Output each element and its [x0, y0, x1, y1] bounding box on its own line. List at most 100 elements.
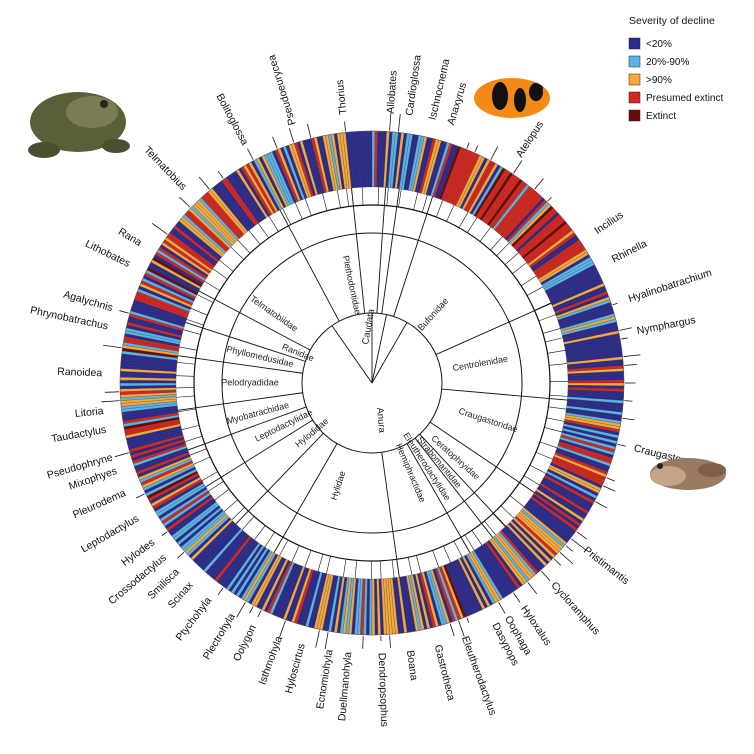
tree-tip [178, 408, 196, 412]
outer-tick [257, 610, 262, 618]
outer-tick [114, 452, 129, 458]
tree-tip [193, 456, 211, 465]
tree-tip [183, 329, 201, 335]
tree-tip [212, 268, 228, 280]
outer-tick [606, 477, 615, 482]
tree-tip [184, 435, 203, 442]
tree-branch [198, 290, 311, 351]
tree-branch [205, 419, 313, 488]
outer-tick [595, 501, 608, 509]
tree-tip [186, 319, 204, 326]
tree-branch [406, 443, 471, 553]
genus-label: Agalychnis [62, 289, 114, 315]
tree-tip [523, 475, 540, 486]
outer-tick [466, 142, 470, 149]
tree-tip [464, 534, 475, 551]
tree-tip [520, 275, 537, 287]
legend-swatch [628, 37, 641, 50]
tree-tip [179, 346, 198, 351]
tree-tip [496, 242, 510, 257]
tree-branch [419, 433, 507, 527]
tree-tip [542, 328, 561, 334]
genus-label: Dendropsophus [376, 653, 391, 728]
severity-bar [368, 130, 373, 188]
tree-tip [453, 540, 463, 558]
family-label: Telmatobiidae [248, 294, 299, 334]
tree-tip [268, 216, 279, 232]
tree-tip [176, 395, 195, 398]
tree-tip [201, 471, 218, 481]
genus-label: Telmatobius [141, 144, 189, 193]
genus-label: Anaxyrus [445, 81, 469, 126]
outer-tick [247, 148, 254, 160]
outer-tick [490, 146, 499, 160]
tree-tip [241, 516, 255, 531]
genus-label: Rhinella [610, 238, 649, 266]
tree-tip [538, 314, 556, 322]
tree-root-branch [371, 314, 387, 384]
outer-tick [449, 623, 455, 637]
order-label-anura: Anura [374, 407, 387, 434]
genus-label: Cardioglossa [403, 54, 423, 117]
outer-tick [474, 145, 479, 153]
outer-tick [324, 632, 329, 650]
outer-tick [198, 176, 210, 190]
tree-tip [436, 200, 444, 218]
outer-tick [236, 601, 246, 618]
legend-swatch [628, 73, 641, 86]
tree-tip [386, 187, 389, 206]
genus-label: Cycloramphus [548, 579, 602, 637]
outer-tick [272, 136, 278, 149]
outer-ring-edge [119, 130, 625, 636]
legend-label: 20%-90% [646, 57, 689, 68]
genus-label: Bolitoglossa [214, 92, 251, 148]
legend-title: Severity of decline [629, 15, 715, 27]
tree-tip [422, 194, 428, 213]
tree-branch [381, 452, 400, 578]
genus-label: Hyalinobatrachium [627, 267, 714, 305]
tree-tip [354, 560, 357, 579]
outer-tick [307, 123, 312, 138]
tree-tip [264, 531, 275, 548]
genus-label: Pleurodema [71, 487, 128, 521]
tree-tip [304, 198, 312, 216]
tree-tip [549, 363, 568, 366]
tree-branch [235, 433, 324, 525]
tree-branch [187, 406, 307, 451]
tree-tip [534, 302, 551, 311]
family-label: Bufonidae [416, 296, 451, 333]
tree-tip [181, 425, 200, 430]
genus-label: Atelopus [514, 119, 546, 160]
tree-tip [467, 217, 478, 233]
tree-tip [208, 481, 224, 492]
outer-tick [177, 551, 185, 559]
tree-tip [413, 192, 419, 210]
tree-tip [512, 262, 527, 274]
tree-tip [294, 202, 303, 220]
tree-branch [435, 302, 552, 355]
tree-branch [177, 392, 303, 411]
outer-tick [389, 635, 391, 648]
outer-tick [217, 587, 224, 596]
tree-branch [185, 322, 306, 362]
genus-label: Incilius [592, 209, 625, 237]
outer-tick [571, 538, 586, 551]
tree-tip [336, 190, 341, 208]
legend-label: <20% [646, 39, 672, 50]
tree-tip [214, 488, 230, 501]
family-label: Centrolenidae [452, 353, 509, 373]
tree-tip [204, 280, 221, 291]
severity-bar [371, 578, 376, 636]
tree-tip [547, 349, 566, 354]
tree-tip [248, 230, 261, 245]
tree-tip [509, 495, 525, 508]
outer-tick [617, 443, 626, 447]
tree-tip [196, 294, 214, 303]
tree-tip [398, 189, 402, 208]
tree-tip [237, 239, 251, 254]
outer-tick [621, 337, 628, 340]
outer-tick [534, 178, 544, 190]
tree-tip [471, 530, 483, 546]
outer-tick [513, 592, 521, 603]
